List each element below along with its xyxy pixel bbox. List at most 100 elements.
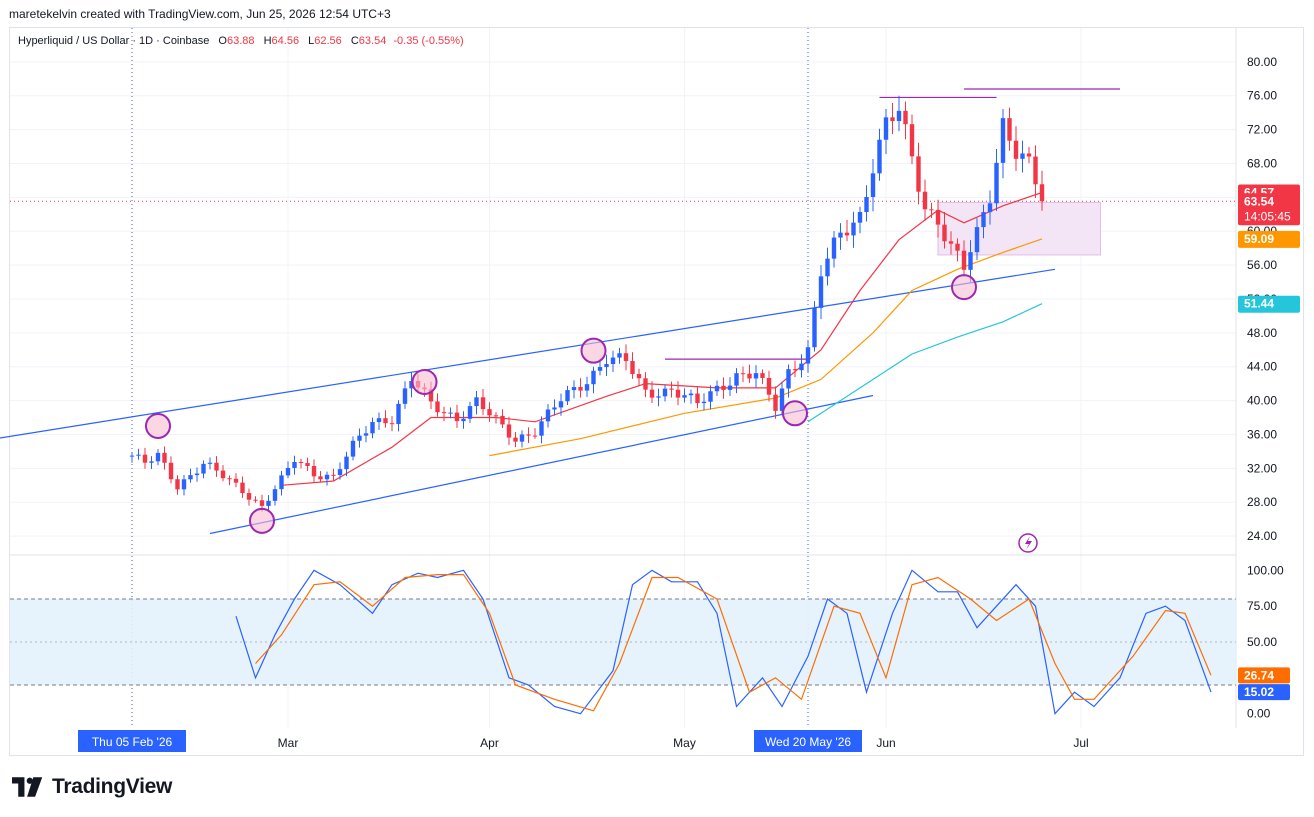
y-tick-label: 32.00	[1247, 461, 1277, 475]
candle-body	[669, 388, 674, 390]
candle-body	[929, 209, 934, 211]
price-tag-label: 51.44	[1244, 297, 1274, 311]
stoch-value-tag	[1238, 667, 1290, 684]
candle-body	[571, 387, 577, 391]
candle-body	[201, 463, 206, 474]
candle-body	[545, 409, 551, 422]
candle-body	[344, 456, 349, 470]
stoch-layer	[10, 569, 1236, 716]
y-tick-label: 72.00	[1247, 123, 1277, 137]
candle-body	[155, 452, 161, 462]
candle-body	[370, 422, 375, 434]
candle-body	[786, 369, 791, 389]
y-tick-label: 44.00	[1247, 360, 1277, 374]
lightning-icon[interactable]	[1018, 533, 1038, 553]
candle-body	[740, 373, 746, 375]
pivot-marker	[782, 400, 808, 427]
candle-body	[857, 212, 863, 223]
pivot-marker	[411, 368, 438, 395]
candle-body	[311, 466, 317, 477]
candle-body	[877, 139, 882, 174]
x-tick-label: Jun	[876, 736, 895, 750]
candle-body	[480, 397, 486, 410]
candle-body	[149, 461, 154, 463]
candle-body	[896, 110, 902, 122]
y-tick-label: 76.00	[1247, 89, 1277, 103]
candle-body	[701, 401, 707, 404]
candle-body	[279, 475, 284, 490]
candle-body	[175, 479, 180, 490]
candle-body	[506, 424, 512, 438]
pivot-marker	[580, 337, 607, 364]
price-tag	[1238, 230, 1300, 248]
price-tag-label: 59.09	[1244, 232, 1274, 246]
candle-body	[604, 364, 609, 368]
candle-body	[253, 499, 258, 501]
candle-body	[181, 479, 187, 490]
candle-body	[636, 374, 642, 379]
chart-frame[interactable]	[9, 27, 1304, 756]
stoch-y-tick-label: 100.00	[1247, 563, 1284, 577]
candle-body	[747, 373, 752, 379]
candle-body	[766, 377, 772, 395]
candle-body	[292, 461, 297, 468]
candle-body	[584, 384, 590, 391]
candle-body	[961, 250, 967, 270]
stoch-band	[10, 599, 1236, 685]
candle-body	[831, 237, 837, 259]
candle-body	[142, 454, 148, 463]
candle-body	[955, 243, 960, 251]
candle-body	[838, 232, 843, 238]
candle-body	[565, 390, 570, 402]
candle-body	[909, 124, 915, 157]
candle-body	[194, 473, 200, 476]
pivot-marker	[145, 412, 171, 439]
price-tag	[1238, 295, 1300, 313]
date-highlight-tag	[78, 730, 186, 752]
y-tick-label: 24.00	[1247, 529, 1277, 543]
candle-body	[870, 173, 876, 197]
date-highlight-tag	[754, 730, 862, 752]
y-tick-label: 56.00	[1247, 258, 1277, 272]
stoch-y-tick-label: 50.00	[1247, 635, 1277, 649]
candle-body	[734, 373, 739, 386]
high-value: 64.56	[271, 35, 300, 47]
y-tick-label: 68.00	[1247, 156, 1277, 170]
candle-body	[532, 435, 538, 437]
candle-body	[922, 191, 928, 210]
candle-body	[688, 393, 694, 396]
candle-body	[916, 156, 921, 192]
x-tick-label: Apr	[480, 736, 499, 750]
candle-body	[662, 388, 668, 397]
candle-body	[558, 401, 564, 408]
candle-body	[1007, 118, 1012, 141]
tradingview-logo[interactable]: TradingView	[12, 775, 172, 799]
candle-body	[799, 363, 804, 371]
markers-layer	[145, 274, 977, 534]
candle-body	[168, 462, 174, 480]
candle-body	[656, 396, 661, 398]
candle-body	[883, 117, 889, 140]
candle-body	[493, 415, 499, 417]
candle-body	[942, 224, 947, 242]
candle-body	[188, 475, 193, 480]
candle-body	[240, 482, 245, 494]
candle-body	[708, 391, 713, 402]
candle-body	[409, 381, 414, 389]
date-highlight-label: Wed 20 May '26	[765, 735, 851, 749]
stoch-d-line	[255, 574, 1212, 712]
candle-body	[246, 493, 252, 500]
candle-body	[363, 433, 369, 436]
high-label: H	[263, 35, 272, 47]
candle-body	[805, 347, 811, 364]
candle-body	[578, 387, 583, 391]
candle-body	[987, 203, 993, 213]
symbol-name: Hyperliquid / US Dollar · 1D · Coinbase	[18, 35, 210, 47]
brand-name: TradingView	[52, 775, 173, 798]
candle-body	[760, 373, 765, 378]
candle-body	[851, 222, 856, 236]
candle-body	[305, 463, 310, 467]
candle-body	[812, 307, 817, 348]
